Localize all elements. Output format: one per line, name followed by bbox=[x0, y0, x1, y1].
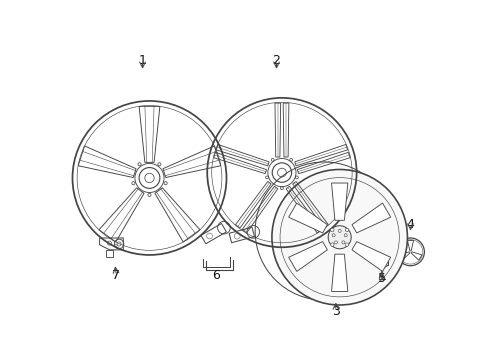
Circle shape bbox=[345, 243, 349, 246]
Circle shape bbox=[344, 234, 347, 237]
Circle shape bbox=[342, 241, 345, 244]
Polygon shape bbox=[289, 203, 327, 233]
Circle shape bbox=[345, 228, 349, 231]
Circle shape bbox=[332, 234, 335, 237]
Text: 2: 2 bbox=[272, 54, 280, 67]
Text: 5: 5 bbox=[378, 271, 386, 284]
Circle shape bbox=[331, 228, 334, 231]
Polygon shape bbox=[352, 203, 391, 233]
Text: 4: 4 bbox=[407, 218, 415, 231]
Circle shape bbox=[338, 229, 341, 233]
Polygon shape bbox=[332, 183, 348, 220]
Polygon shape bbox=[352, 242, 391, 271]
Text: 6: 6 bbox=[213, 269, 220, 282]
Text: 1: 1 bbox=[139, 54, 147, 67]
Text: 3: 3 bbox=[332, 305, 340, 318]
Circle shape bbox=[272, 170, 408, 305]
Circle shape bbox=[335, 241, 338, 244]
Polygon shape bbox=[289, 242, 327, 271]
Text: 7: 7 bbox=[112, 269, 121, 282]
Circle shape bbox=[331, 243, 334, 246]
Circle shape bbox=[328, 226, 351, 249]
Polygon shape bbox=[332, 254, 348, 292]
